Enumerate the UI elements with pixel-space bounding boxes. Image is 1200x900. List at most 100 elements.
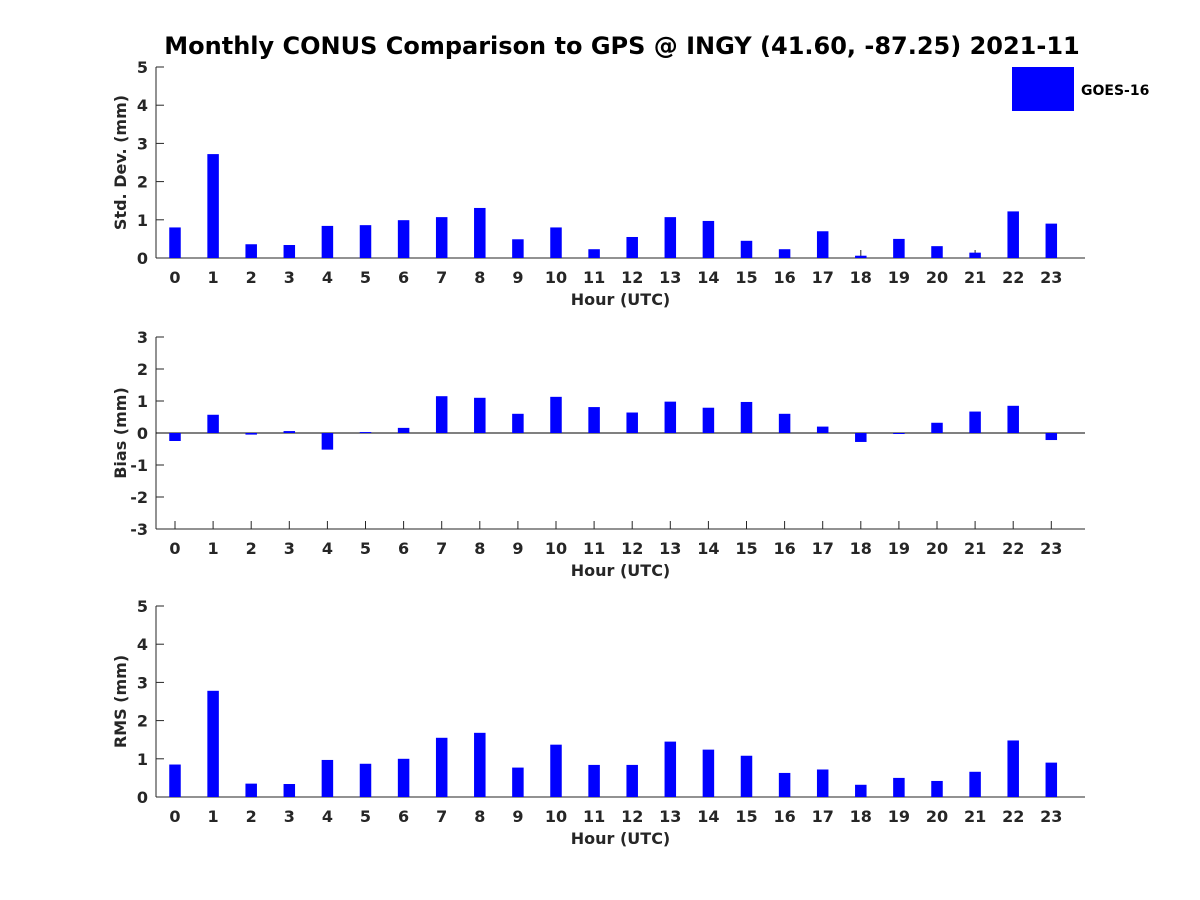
bar-hour-11 (588, 407, 600, 433)
bar-hour-13 (664, 741, 677, 797)
x-tick-label: 16 (773, 807, 795, 826)
x-tick-label: 3 (284, 807, 295, 826)
x-tick-label: 22 (1002, 539, 1024, 558)
x-tick-label: 15 (735, 268, 757, 287)
x-tick-label: 1 (208, 807, 219, 826)
bar-hour-9 (512, 413, 524, 433)
x-axis-label: Hour (UTC) (571, 829, 671, 848)
x-tick-label: 19 (888, 268, 910, 287)
x-tick-label: 7 (436, 807, 447, 826)
bar-hour-9 (512, 239, 524, 258)
x-tick-label: 23 (1040, 268, 1062, 287)
x-tick-label: 20 (926, 539, 948, 558)
x-tick-label: 11 (583, 268, 605, 287)
bar-hour-19 (893, 238, 905, 258)
x-tick-label: 1 (208, 539, 219, 558)
bar-hour-17 (816, 231, 829, 258)
bar-hour-14 (702, 220, 715, 258)
x-tick-label: 22 (1002, 268, 1024, 287)
x-tick-label: 21 (964, 268, 986, 287)
x-tick-label: 4 (322, 807, 333, 826)
y-axis-label: RMS (mm) (111, 655, 130, 748)
bar-hour-23 (1045, 433, 1058, 441)
bar-hour-5 (359, 763, 372, 797)
x-tick-label: 4 (322, 539, 333, 558)
legend-swatch-goes-16 (1012, 67, 1074, 111)
bar-hour-22 (1007, 405, 1019, 433)
x-tick-label: 14 (697, 539, 719, 558)
x-tick-label: 23 (1040, 807, 1062, 826)
y-axis-label: Std. Dev. (mm) (111, 95, 130, 230)
bar-hour-15 (740, 240, 753, 258)
x-tick-label: 15 (735, 807, 757, 826)
x-tick-label: 13 (659, 539, 681, 558)
bar-hour-12 (626, 236, 638, 258)
x-tick-label: 6 (398, 539, 409, 558)
bar-hour-3 (283, 245, 296, 258)
x-tick-label: 0 (169, 539, 180, 558)
bar-hour-17 (816, 426, 829, 433)
y-tick-label: 2 (137, 173, 148, 192)
bar-hour-16 (778, 413, 791, 433)
y-tick-label: 1 (137, 392, 148, 411)
x-tick-label: 4 (322, 268, 333, 287)
x-tick-label: 13 (659, 268, 681, 287)
bar-hour-5 (359, 432, 372, 434)
x-tick-label: 6 (398, 807, 409, 826)
x-tick-label: 19 (888, 539, 910, 558)
y-tick-label: -1 (130, 456, 148, 475)
x-tick-label: 18 (850, 807, 872, 826)
y-tick-label: 1 (137, 750, 148, 769)
bar-hour-0 (169, 227, 181, 258)
x-tick-label: 8 (474, 539, 485, 558)
x-tick-label: 0 (169, 268, 180, 287)
x-tick-label: 12 (621, 539, 643, 558)
bar-hour-18 (855, 433, 867, 442)
bar-hour-1 (207, 690, 219, 797)
bar-hour-18 (855, 255, 867, 258)
x-tick-label: 11 (583, 539, 605, 558)
bar-hour-3 (283, 784, 296, 797)
bar-hour-4 (321, 759, 334, 797)
x-tick-label: 18 (850, 539, 872, 558)
y-tick-label: -2 (130, 488, 148, 507)
x-tick-label: 21 (964, 807, 986, 826)
bar-hour-2 (245, 244, 257, 258)
y-tick-label: 3 (137, 328, 148, 347)
y-axis-label: Bias (mm) (111, 387, 130, 479)
bar-hour-10 (550, 396, 562, 433)
x-tick-label: 5 (360, 539, 371, 558)
legend-label-goes-16: GOES-16 (1081, 83, 1149, 99)
x-tick-label: 22 (1002, 807, 1024, 826)
bar-hour-16 (778, 249, 791, 258)
bar-hour-4 (321, 433, 334, 450)
bar-hour-9 (512, 767, 524, 797)
bar-hour-1 (207, 414, 219, 433)
x-tick-label: 11 (583, 807, 605, 826)
x-tick-label: 10 (545, 539, 567, 558)
x-axis-label: Hour (UTC) (571, 290, 671, 309)
x-tick-label: 3 (284, 539, 295, 558)
bar-hour-21 (969, 411, 981, 433)
y-tick-label: -3 (130, 520, 148, 539)
bar-hour-15 (740, 401, 753, 433)
x-tick-label: 16 (773, 268, 795, 287)
bar-hour-13 (664, 217, 677, 258)
y-tick-label: 0 (137, 788, 148, 807)
x-tick-label: 17 (812, 268, 834, 287)
x-tick-label: 2 (246, 268, 257, 287)
y-tick-label: 0 (137, 424, 148, 443)
chart-title: Monthly CONUS Comparison to GPS @ INGY (… (164, 32, 1079, 60)
bar-hour-0 (169, 433, 181, 441)
bar-hour-21 (969, 771, 981, 797)
y-tick-label: 2 (137, 360, 148, 379)
bar-hour-3 (283, 431, 296, 433)
bar-hour-20 (931, 246, 943, 258)
x-tick-label: 23 (1040, 539, 1062, 558)
bar-hour-6 (397, 220, 410, 258)
bar-hour-19 (893, 777, 905, 797)
y-tick-label: 2 (137, 712, 148, 731)
